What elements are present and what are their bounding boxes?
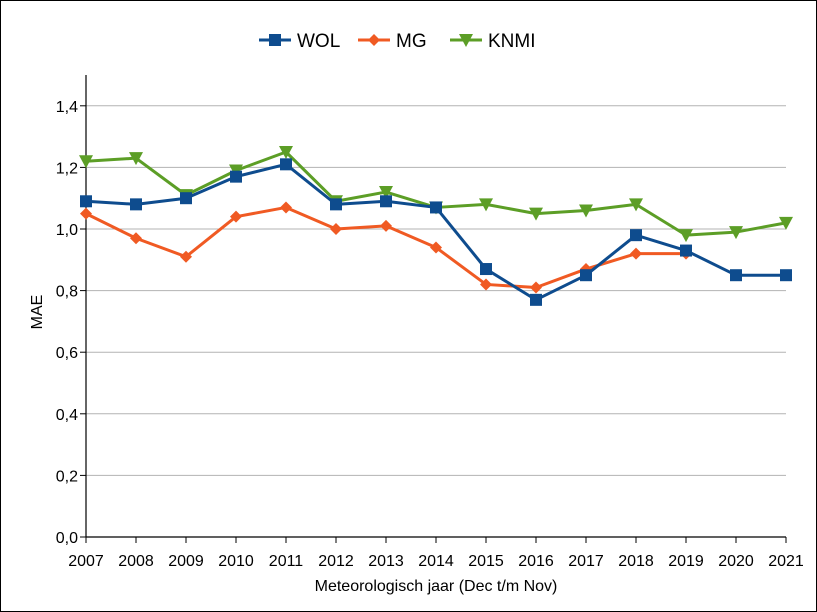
data-point-wol [430, 201, 442, 214]
data-point-wol [530, 293, 542, 306]
series-layer [79, 146, 793, 306]
data-point-knmi [379, 186, 393, 200]
data-point-wol [280, 158, 292, 171]
legend-marker [368, 34, 380, 46]
legend-item-mg: MG [358, 31, 427, 52]
x-tick-labels: 2007 2008 2009 2010 2011 2012 2013 2014 2015 2016… [68, 553, 804, 570]
y-tick-label: 0,6 [56, 345, 78, 362]
y-tick-label: 0,2 [56, 468, 78, 485]
legend-label-mg: MG [396, 31, 427, 52]
x-tick-label: 2009 [168, 553, 204, 570]
y-tick-labels: 0,0 0,2 0,4 0,6 0,8 1,0 1,2 1,4 [56, 99, 78, 547]
y-tick-label: 1,2 [56, 160, 78, 177]
data-point-knmi [729, 226, 743, 240]
x-tick-label: 2007 [68, 553, 104, 570]
data-point-mg [130, 232, 142, 245]
x-tick-label: 2015 [468, 553, 504, 570]
data-point-knmi [679, 229, 693, 243]
x-tick-label: 2017 [568, 553, 604, 570]
data-point-mg [480, 278, 492, 291]
series-wol [80, 158, 792, 306]
data-point-wol [580, 269, 592, 282]
gridlines [86, 105, 786, 476]
data-point-wol [180, 192, 192, 205]
legend-label-wol: WOL [297, 31, 340, 52]
y-tick-label: 1,4 [56, 99, 78, 116]
data-point-wol [130, 198, 142, 211]
legend-marker [459, 34, 473, 47]
x-tick-label: 2018 [618, 553, 654, 570]
data-point-wol [330, 198, 342, 211]
x-tick-label: 2012 [318, 553, 354, 570]
data-point-knmi [279, 146, 293, 159]
x-tick-label: 2010 [218, 553, 254, 570]
y-tick-label: 0,0 [56, 530, 78, 547]
data-point-knmi [579, 204, 593, 218]
x-axis-title: Meteorologisch jaar (Dec t/m Nov) [315, 578, 558, 595]
y-axis-title: MAE [29, 295, 46, 330]
data-point-wol [80, 195, 92, 208]
data-point-mg [630, 247, 642, 260]
data-point-knmi [529, 207, 543, 221]
data-point-knmi [779, 216, 793, 230]
data-point-mg [180, 250, 192, 263]
x-tick-label: 2019 [668, 553, 704, 570]
data-point-wol [230, 170, 242, 183]
x-tick-label: 2013 [368, 553, 404, 570]
data-point-wol [630, 229, 642, 242]
series-line-mg [85, 205, 686, 290]
data-point-wol [680, 244, 692, 257]
x-tick-label: 2011 [269, 553, 304, 570]
data-point-wol [780, 269, 792, 282]
data-point-mg [530, 281, 542, 294]
data-point-knmi [129, 152, 143, 166]
data-point-mg [80, 207, 92, 220]
y-tick-label: 0,8 [56, 284, 78, 301]
x-tick-label: 2020 [718, 553, 754, 570]
x-tick-label: 2008 [118, 553, 154, 570]
x-tick-label: 2016 [518, 553, 554, 570]
data-point-mg [380, 219, 392, 232]
x-tick-label: 2021 [768, 553, 804, 570]
x-tick-label: 2014 [418, 553, 454, 570]
data-point-wol [730, 269, 742, 282]
data-point-knmi [629, 198, 643, 212]
y-tick-label: 1,0 [56, 222, 78, 239]
data-point-wol [380, 195, 392, 208]
data-point-mg [230, 210, 242, 223]
legend-item-knmi: KNMI [450, 31, 536, 52]
data-point-mg [330, 223, 342, 235]
legend: WOL MG KNMI [259, 31, 536, 52]
y-tick-label: 0,4 [56, 407, 78, 424]
data-point-knmi [479, 198, 493, 212]
series-mg [80, 201, 692, 294]
legend-marker [269, 34, 281, 46]
legend-label-knmi: KNMI [488, 31, 536, 52]
data-point-knmi [79, 155, 93, 169]
legend-item-wol: WOL [259, 31, 340, 52]
axes [80, 75, 787, 543]
data-point-wol [480, 263, 492, 276]
data-point-mg [430, 241, 442, 254]
data-point-mg [280, 201, 292, 214]
